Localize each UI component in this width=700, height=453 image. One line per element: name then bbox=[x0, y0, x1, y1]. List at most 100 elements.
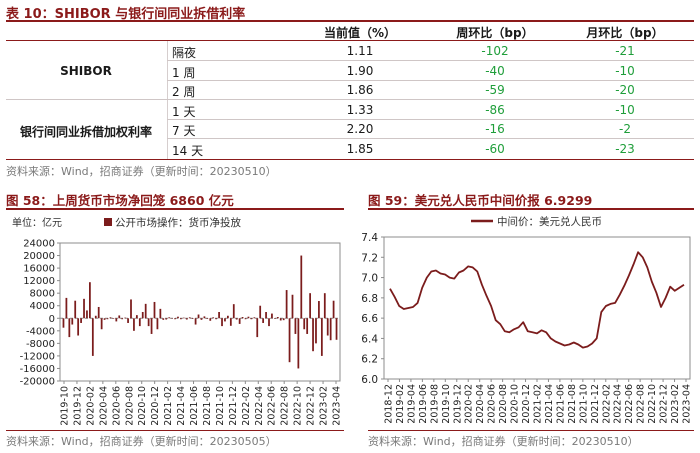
bar bbox=[212, 317, 215, 319]
y-tick-label: -16000 bbox=[20, 364, 55, 375]
bar bbox=[147, 318, 150, 327]
y-tick-label: -8000 bbox=[26, 339, 55, 350]
y-tick-label: 12000 bbox=[23, 276, 55, 287]
x-tick-label: 2022-08 bbox=[636, 384, 647, 424]
bar bbox=[174, 318, 176, 320]
bar bbox=[329, 318, 332, 341]
bar bbox=[94, 315, 97, 319]
bar bbox=[80, 318, 82, 323]
group-rule bbox=[6, 99, 694, 100]
x-tick-label: 2021-12 bbox=[590, 384, 601, 424]
x-tick-label: 2020-08 bbox=[498, 384, 509, 424]
bar bbox=[100, 318, 103, 330]
bar bbox=[185, 318, 188, 320]
bar bbox=[203, 316, 206, 319]
bar bbox=[291, 294, 294, 319]
x-tick-label: 2021-04 bbox=[176, 386, 187, 426]
x-tick-label: 2021-02 bbox=[163, 386, 174, 426]
bar bbox=[273, 318, 276, 319]
x-tick-label: 2023-04 bbox=[682, 384, 693, 424]
y-tick-label: 16000 bbox=[23, 264, 55, 275]
bar bbox=[221, 318, 223, 327]
x-tick-label: 2022-02 bbox=[241, 386, 252, 426]
x-tick-label: 2020-06 bbox=[487, 384, 498, 424]
x-tick-label: 2019-06 bbox=[418, 384, 429, 424]
bar bbox=[297, 318, 300, 369]
bar bbox=[124, 317, 127, 319]
bar bbox=[312, 318, 314, 352]
bar bbox=[127, 318, 129, 323]
bar bbox=[180, 318, 182, 320]
bar bbox=[265, 312, 267, 319]
row-mom: -20 bbox=[615, 83, 635, 97]
x-tick-label: 2021-06 bbox=[189, 386, 200, 426]
group-label-shibor: SHIBOR bbox=[60, 64, 112, 78]
x-tick-label: 2022-04 bbox=[613, 384, 624, 424]
y-tick-label: 7.2 bbox=[361, 252, 378, 264]
y-tick-label: -4000 bbox=[26, 326, 55, 337]
row-wow: -40 bbox=[485, 64, 505, 78]
bar bbox=[303, 318, 306, 330]
chart59-source: 资料来源：Wind，招商证券（更新时间：20230510） bbox=[368, 435, 639, 448]
bar bbox=[133, 318, 135, 331]
bar bbox=[144, 303, 147, 319]
bar bbox=[159, 308, 162, 319]
x-tick-label: 2020-10 bbox=[137, 386, 148, 426]
x-tick-label: 2022-06 bbox=[267, 386, 278, 426]
x-tick-label: 2018-12 bbox=[384, 384, 395, 424]
x-tick-label: 2020-10 bbox=[510, 384, 521, 424]
bar bbox=[238, 318, 241, 324]
row-term: 7 天 bbox=[172, 124, 196, 138]
bar bbox=[282, 318, 285, 321]
y-tick-label: 7.4 bbox=[361, 232, 378, 244]
row-mom: -10 bbox=[615, 103, 635, 117]
bar bbox=[68, 318, 71, 338]
row-mom: -21 bbox=[615, 44, 635, 58]
bar bbox=[197, 314, 200, 319]
bar bbox=[247, 316, 250, 319]
bar bbox=[315, 318, 317, 344]
y-tick-label: 6.8 bbox=[361, 293, 378, 305]
bar bbox=[141, 312, 144, 319]
bar bbox=[227, 315, 229, 319]
x-tick-label: 2019-04 bbox=[406, 384, 417, 424]
bar bbox=[318, 301, 320, 319]
legend-swatch bbox=[104, 218, 112, 226]
header-rule bbox=[6, 40, 694, 41]
bar bbox=[306, 318, 309, 334]
bar bbox=[74, 300, 77, 319]
header-wow: 周环比（bp） bbox=[456, 26, 534, 40]
bar bbox=[224, 318, 226, 322]
bar bbox=[97, 306, 100, 319]
bar bbox=[86, 310, 88, 319]
table-title: 表 10：SHIBOR 与银行间同业拆借利率 bbox=[6, 7, 246, 22]
x-tick-label: 2021-08 bbox=[202, 386, 213, 426]
bar bbox=[253, 317, 256, 319]
bar bbox=[135, 315, 138, 319]
bar bbox=[121, 318, 124, 320]
bar bbox=[250, 318, 253, 320]
x-tick-label: 2023-02 bbox=[319, 386, 330, 426]
bar bbox=[232, 304, 235, 319]
bar bbox=[162, 318, 165, 320]
row-term: 1 周 bbox=[172, 66, 196, 80]
y-tick-label: 8000 bbox=[30, 289, 55, 300]
table-top-rule bbox=[6, 20, 694, 22]
row-wow: -16 bbox=[485, 122, 505, 136]
row-current: 1.11 bbox=[346, 44, 374, 58]
chart59-rule bbox=[368, 208, 694, 210]
bar bbox=[106, 318, 109, 320]
row-current: 1.85 bbox=[346, 142, 374, 156]
x-tick-label: 2019-02 bbox=[395, 384, 406, 424]
chart59-title: 图 59：美元兑人民币中间价报 6.9299 bbox=[368, 193, 593, 208]
chart59-plot: 中间价：美元兑人民币 7.4 7.2 7.0 6.8 6.6 6.4 6.2 6.0 2018-1… bbox=[361, 215, 693, 424]
y-tick-label: -12000 bbox=[20, 351, 55, 362]
bar bbox=[118, 315, 121, 319]
x-tick-label: 2022-12 bbox=[306, 386, 317, 426]
x-tick-label: 2023-04 bbox=[332, 386, 343, 426]
bar bbox=[91, 318, 94, 356]
x-tick-label: 2021-08 bbox=[567, 384, 578, 424]
legend-label: 公开市场操作：货币净投放 bbox=[115, 216, 241, 229]
y-tick-label: 6.2 bbox=[361, 354, 378, 366]
bar bbox=[153, 301, 156, 319]
